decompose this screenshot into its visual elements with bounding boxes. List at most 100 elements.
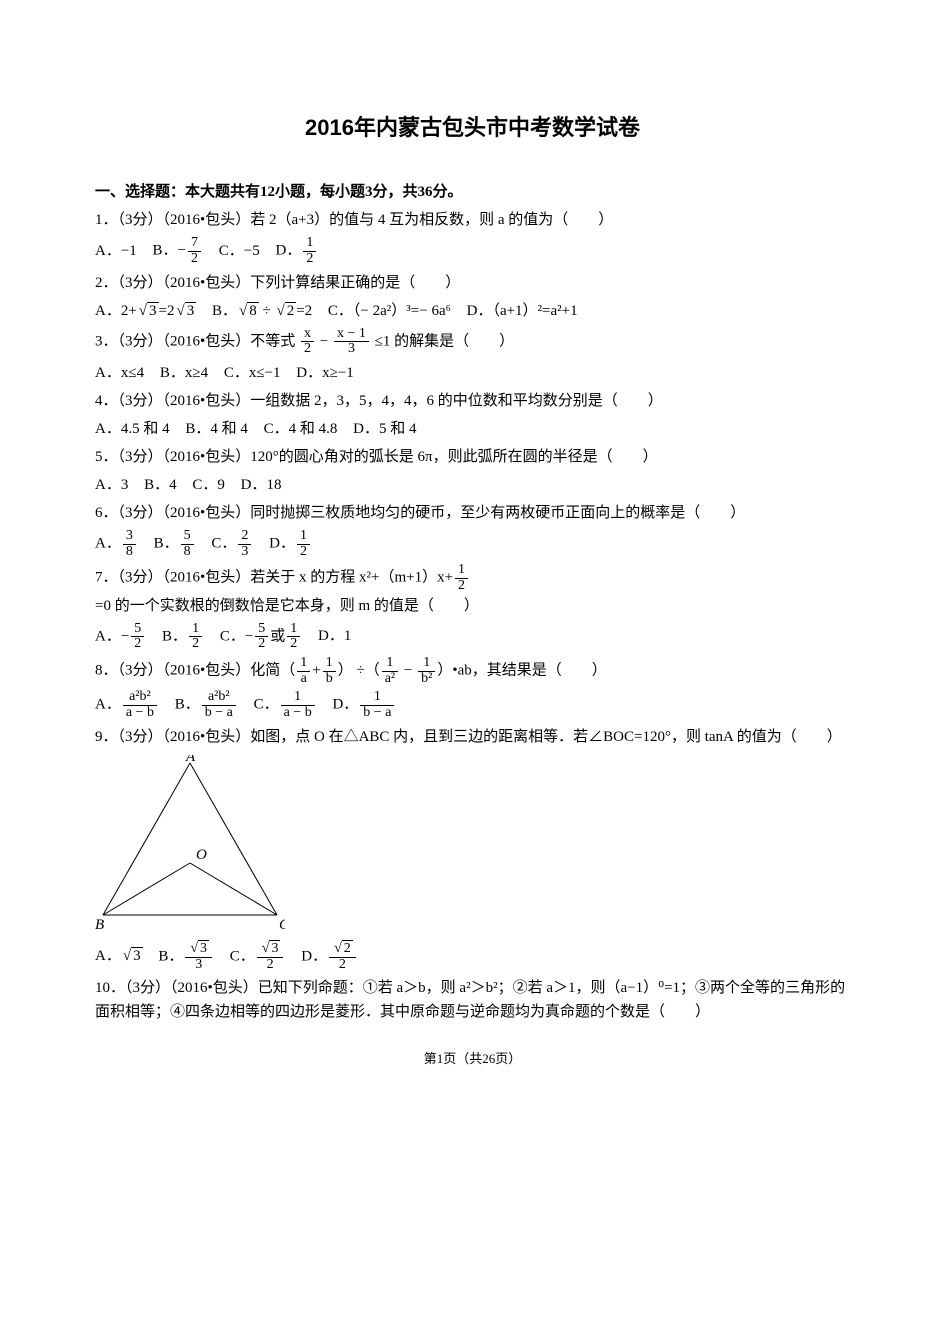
q2-stem: 2．（3分）（2016•包头）下列计算结果正确的是（ ）: [95, 271, 850, 295]
q8-plus: +: [312, 663, 320, 679]
q6-An: 3: [123, 529, 136, 545]
q7-A: A．−52: [95, 622, 146, 652]
q8-mid2: ）•ab，其结果是（ ）: [437, 663, 606, 679]
q1-B-num: 7: [188, 236, 201, 252]
q5-A: A．3: [95, 473, 128, 497]
q7-Cp: C．−: [220, 628, 253, 644]
q2-B-pre: B．: [212, 303, 237, 319]
q8-Ap: A．: [95, 697, 121, 713]
q2-A-sqrt2: 3: [185, 302, 197, 319]
q8-A: A．a²b²a − b: [95, 690, 159, 720]
q1-B-den: 2: [188, 252, 201, 267]
q1-choices: A．−1 B．−72 C．−5 D．12: [95, 236, 850, 266]
q8-Bp: B．: [175, 697, 200, 713]
q8-f2d: b: [323, 672, 336, 687]
q6-D: D．12: [269, 529, 312, 559]
page-footer: 第1页（共26页）: [95, 1049, 850, 1070]
q3-D: D．x≥−1: [296, 361, 354, 385]
q9-B: B．33: [158, 942, 214, 972]
q2-A-sqrt: 3: [147, 302, 159, 319]
q7-C1d: 2: [255, 637, 268, 652]
q8-D: D．1b − a: [332, 690, 396, 720]
q8-Cn: 1: [281, 690, 315, 706]
q8-pre: 8．（3分）（2016•包头）化简（: [95, 663, 295, 679]
q1-D-den: 2: [303, 252, 316, 267]
q9-Cd: 2: [257, 958, 284, 973]
q2-A: A．2+3=23: [95, 299, 196, 323]
q7-Ad: 2: [131, 637, 144, 652]
q9-C: C．32: [230, 942, 286, 972]
q9-Ap: A．: [95, 948, 121, 964]
q10-stem: 10．（3分）（2016•包头）已知下列命题：①若 a＞b，则 a²＞b²；②若…: [95, 976, 850, 1024]
q8-f4d: b²: [418, 672, 435, 687]
q3-A: A．x≤4: [95, 361, 144, 385]
q3-f1n: x: [301, 327, 314, 343]
q7-stem: 7．（3分）（2016•包头）若关于 x 的方程 x²+（m+1）x+12 =0 …: [95, 563, 850, 617]
q7-Bp: B．: [162, 628, 187, 644]
q6-B: B．58: [154, 529, 196, 559]
q7-D: D．1: [318, 624, 351, 648]
q6-stem: 6．（3分）（2016•包头）同时抛掷三枚质地均匀的硬币，至少有两枚硬币正面向上…: [95, 501, 850, 525]
q7-fn: 1: [455, 563, 468, 579]
q3-B: B．x≥4: [160, 361, 208, 385]
svg-text:A: A: [185, 755, 196, 765]
q6-Cd: 3: [238, 545, 251, 560]
q9-Dn: 2: [342, 940, 353, 956]
q8-f2n: 1: [323, 656, 336, 672]
q7-post: =0 的一个实数根的倒数恰是它本身，则 m 的值是（ ）: [95, 598, 479, 614]
q9-Bd: 3: [185, 958, 212, 973]
q8-minus: −: [400, 663, 416, 679]
q3-pre: 3．（3分）（2016•包头）不等式: [95, 333, 295, 349]
q9-choices: A．3 B．33 C．32 D．22: [95, 942, 850, 972]
q6-C: C．23: [211, 529, 253, 559]
q7-pre: 7．（3分）（2016•包头）若关于 x 的方程 x²+（m+1）x+: [95, 570, 453, 586]
q8-f4n: 1: [418, 656, 435, 672]
q2-A-mid: =2: [159, 303, 175, 319]
q1-A: A．−1: [95, 239, 137, 263]
q6-Dp: D．: [269, 536, 295, 552]
q9-Dd: 2: [329, 958, 356, 973]
q9-Cn: 3: [269, 940, 280, 956]
q7-C2d: 2: [287, 637, 300, 652]
q3-choices: A．x≤4 B．x≥4 C．x≤−1 D．x≥−1: [95, 361, 850, 385]
q7-B: B．12: [162, 622, 204, 652]
q4-B: B．4 和 4: [185, 417, 248, 441]
q8-Dn: 1: [360, 690, 394, 706]
q3-C: C．x≤−1: [224, 361, 281, 385]
q8-f3d: a²: [382, 672, 398, 687]
q1-D-prefix: D．: [275, 243, 301, 259]
q5-choices: A．3 B．4 C．9 D．18: [95, 473, 850, 497]
q8-f3n: 1: [382, 656, 398, 672]
q9-Bn: 3: [198, 940, 209, 956]
q2-B-mid: ÷: [259, 303, 275, 319]
q8-Cd: a − b: [281, 706, 315, 721]
q2-B: B．8 ÷ 2=2: [212, 299, 312, 323]
q2-D: D．（a+1）²=a²+1: [467, 299, 578, 323]
q7-Cm: 或: [270, 628, 285, 644]
q8-Ad: a − b: [123, 706, 157, 721]
q7-choices: A．−52 B．12 C．−52或12 D．1: [95, 622, 850, 652]
q4-A: A．4.5 和 4: [95, 417, 170, 441]
q1-C: C．−5: [219, 239, 260, 263]
q7-Bn: 1: [189, 622, 202, 638]
q8-B: B．a²b²b − a: [175, 690, 238, 720]
q1-stem: 1．（3分）（2016•包头）若 2（a+3）的值与 4 互为相反数，则 a 的…: [95, 208, 850, 232]
q5-stem: 5．（3分）（2016•包头）120°的圆心角对的弧长是 6π，则此弧所在圆的半…: [95, 445, 850, 469]
q3-f1d: 2: [301, 342, 314, 357]
q9-As: 3: [131, 947, 143, 964]
q6-Cn: 2: [238, 529, 251, 545]
q9-diagram: ABCO: [95, 755, 850, 938]
section-header: 一、选择题：本大题共有12小题，每小题3分，共36分。: [95, 180, 850, 204]
svg-text:C: C: [279, 917, 285, 930]
q2-C: C．（− 2a²）³=− 6a⁶: [328, 299, 451, 323]
q9-A: A． 3: [95, 944, 143, 968]
q2-choices: A．2+3=23 B．8 ÷ 2=2 C．（− 2a²）³=− 6a⁶ D．（a…: [95, 299, 850, 323]
q6-A: A．38: [95, 529, 138, 559]
q6-Cp: C．: [211, 536, 236, 552]
q7-An: 5: [131, 622, 144, 638]
q3-stem: 3．（3分）（2016•包头）不等式 x2 − x − 13 ≤1 的解集是（ …: [95, 327, 850, 357]
q8-stem: 8．（3分）（2016•包头）化简（1a+1b） ÷（1a² − 1b²）•ab…: [95, 656, 850, 686]
q8-C: C．1a − b: [254, 690, 317, 720]
q7-fd: 2: [455, 579, 468, 594]
q7-C2n: 1: [287, 622, 300, 638]
